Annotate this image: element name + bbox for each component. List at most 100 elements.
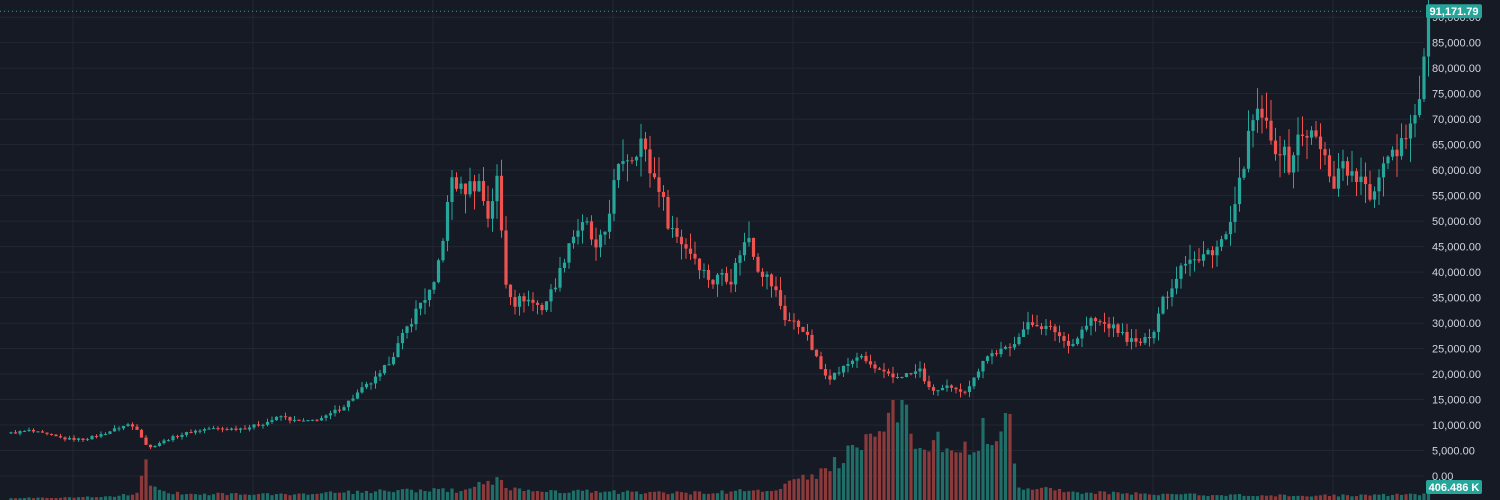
candle-body bbox=[94, 435, 99, 437]
candle-body bbox=[1170, 288, 1174, 298]
candle-body bbox=[1300, 134, 1305, 136]
last-price-label: 91,171.79 bbox=[1430, 6, 1479, 18]
candle-body bbox=[1219, 239, 1224, 247]
candle-body bbox=[1390, 149, 1395, 157]
volume-bar bbox=[13, 498, 18, 500]
volume-bar bbox=[643, 493, 648, 500]
volume-bar bbox=[207, 495, 211, 500]
candle-body bbox=[1350, 171, 1354, 176]
volume-bar bbox=[589, 492, 594, 500]
candle-body bbox=[553, 287, 558, 290]
volume-bar bbox=[697, 491, 702, 500]
candle-body bbox=[1363, 176, 1368, 185]
volume-bar bbox=[855, 447, 859, 500]
candle-body bbox=[54, 434, 58, 437]
candle-body bbox=[184, 432, 189, 435]
candle-body bbox=[1183, 263, 1188, 266]
candle-body bbox=[1111, 324, 1116, 329]
candle-body bbox=[585, 221, 589, 223]
candle-body bbox=[180, 434, 184, 437]
volume-bar bbox=[139, 475, 144, 500]
candle-body bbox=[567, 243, 571, 263]
volume-bar bbox=[175, 491, 180, 500]
volume-bar bbox=[517, 488, 522, 500]
candle-body bbox=[639, 138, 643, 157]
volume-bar bbox=[243, 494, 247, 500]
volume-bar bbox=[76, 497, 81, 500]
candle-body bbox=[1165, 296, 1170, 298]
volume-bar bbox=[342, 492, 346, 500]
volume-bar bbox=[1395, 493, 1399, 500]
volume-bar bbox=[459, 491, 463, 500]
volume-bar bbox=[630, 491, 634, 500]
price-axis[interactable]: 0.005,000.0010,000.0015,000.0020,000.002… bbox=[1432, 12, 1481, 483]
candle-body bbox=[270, 420, 274, 422]
y-tick-label: 40,000.00 bbox=[1432, 267, 1481, 279]
volume-bar bbox=[1017, 487, 1021, 500]
volume-bar bbox=[927, 451, 931, 500]
volume-bar bbox=[445, 491, 450, 500]
volume-bar bbox=[1233, 494, 1237, 500]
volume-bar bbox=[877, 431, 882, 500]
y-tick-label: 65,000.00 bbox=[1432, 140, 1481, 152]
candle-body bbox=[346, 400, 351, 408]
candle-body bbox=[153, 446, 157, 448]
candle-body bbox=[1066, 340, 1071, 346]
volume-bar bbox=[1255, 496, 1260, 500]
candle-body bbox=[409, 324, 414, 327]
volume-bar bbox=[1048, 487, 1053, 500]
candle-body bbox=[787, 320, 792, 322]
volume-bar bbox=[220, 493, 225, 500]
candle-body bbox=[540, 304, 544, 311]
candle-body bbox=[18, 431, 22, 434]
volume-bar bbox=[1026, 488, 1030, 500]
volume-bar bbox=[292, 494, 297, 500]
volume-bar bbox=[729, 491, 733, 500]
candle-body bbox=[1120, 332, 1125, 334]
volume-bar bbox=[486, 480, 490, 500]
volume-bar bbox=[45, 497, 49, 500]
volume-bar bbox=[103, 496, 108, 500]
volume-bar bbox=[603, 491, 607, 500]
volume-bar bbox=[256, 494, 261, 500]
volume-bar bbox=[211, 494, 216, 500]
candle-body bbox=[846, 364, 850, 366]
candle-body bbox=[1075, 338, 1080, 345]
candle-body bbox=[1215, 246, 1219, 256]
volume-bar bbox=[1039, 487, 1044, 500]
volume-bar bbox=[31, 498, 36, 500]
volume-bar bbox=[315, 493, 319, 500]
volume-bar bbox=[166, 493, 171, 500]
candle-body bbox=[1188, 259, 1192, 264]
volume-bar bbox=[391, 492, 396, 500]
volume-bar bbox=[585, 489, 589, 500]
volume-bar bbox=[85, 496, 90, 500]
candle-body bbox=[801, 326, 805, 332]
candle-body bbox=[1260, 108, 1264, 118]
volume-bar bbox=[1269, 495, 1273, 500]
volume-bar bbox=[1179, 494, 1183, 500]
volume-bar bbox=[1359, 494, 1363, 500]
volume-bar bbox=[1089, 492, 1093, 500]
candle-body bbox=[306, 420, 310, 422]
volume-bar bbox=[1399, 494, 1404, 500]
volume-bar bbox=[670, 493, 675, 500]
y-tick-label: 50,000.00 bbox=[1432, 216, 1481, 228]
volume-bar bbox=[661, 492, 666, 500]
volume-bar bbox=[283, 494, 288, 500]
volume-bar bbox=[1291, 496, 1296, 500]
candle-body bbox=[1287, 146, 1291, 173]
volume-bar bbox=[364, 490, 369, 500]
volume-bar bbox=[1323, 494, 1327, 500]
volume-bar bbox=[238, 494, 243, 500]
volume-bar bbox=[886, 412, 891, 500]
volume-bar bbox=[1093, 493, 1098, 500]
candle-body bbox=[850, 360, 855, 365]
candle-body bbox=[756, 256, 760, 272]
candle-body bbox=[1017, 337, 1021, 345]
volume-bar bbox=[405, 488, 409, 500]
candle-body bbox=[63, 437, 67, 440]
candle-body bbox=[1003, 346, 1008, 349]
